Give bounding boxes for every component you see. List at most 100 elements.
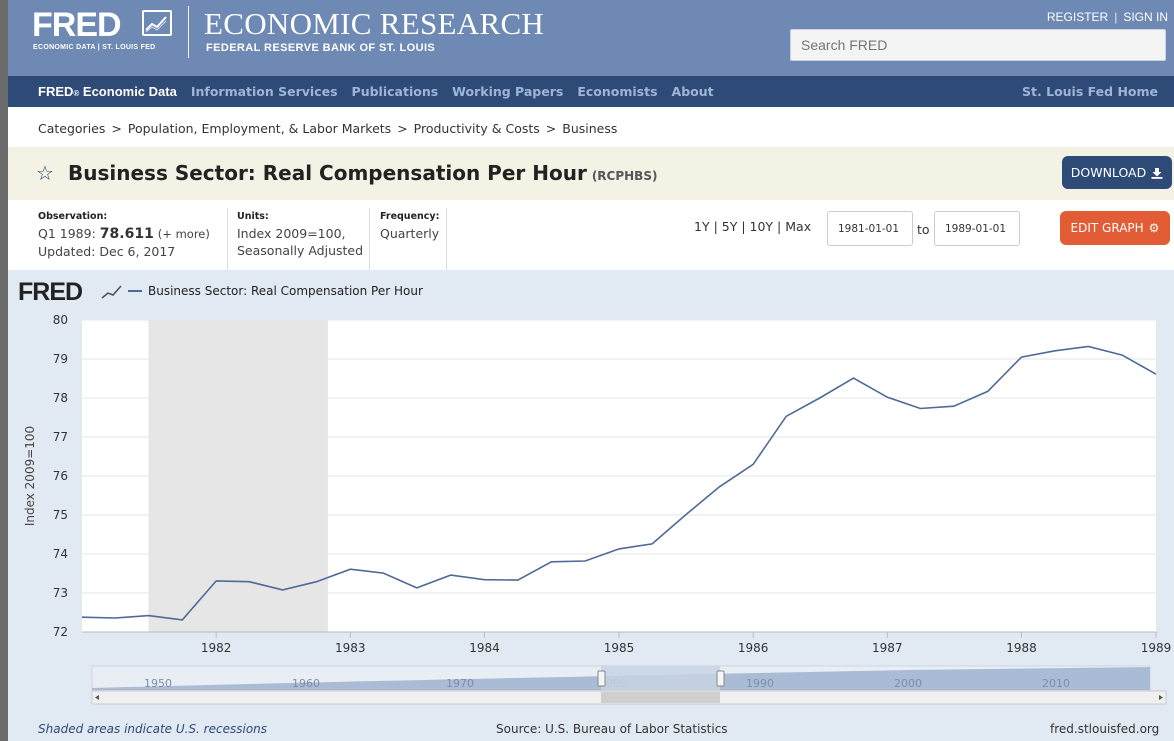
data-point[interactable] [1019, 355, 1023, 359]
data-point[interactable] [281, 588, 285, 592]
x-tick-label: 1984 [469, 641, 500, 655]
breadcrumb: Categories > Population, Employment, & Lab… [8, 107, 1174, 147]
navigator-selection[interactable] [601, 666, 720, 690]
data-point[interactable] [751, 462, 755, 466]
data-point[interactable] [918, 407, 922, 411]
data-point[interactable] [852, 376, 856, 380]
sign-in-link[interactable]: SIGN IN [1123, 10, 1168, 24]
nav-st-louis-fed-home[interactable]: St. Louis Fed Home [1022, 84, 1158, 99]
range-max[interactable]: Max [785, 219, 812, 234]
navigator-scrollbar-thumb[interactable] [601, 692, 720, 703]
data-point[interactable] [549, 560, 553, 564]
data-point[interactable] [986, 389, 990, 393]
x-tick-label: 1983 [335, 641, 366, 655]
data-point[interactable] [1154, 372, 1158, 376]
end-date-input[interactable] [934, 211, 1020, 246]
series-line[interactable] [81, 345, 1157, 621]
y-tick-label: 77 [53, 430, 68, 444]
scroll-left-arrow-icon[interactable] [95, 695, 99, 700]
nav-information-services[interactable]: Information Services [190, 84, 338, 99]
nav-publications[interactable]: Publications [351, 84, 439, 99]
x-tick-label: 1988 [1006, 641, 1037, 655]
data-point[interactable] [952, 404, 956, 408]
data-point[interactable] [247, 580, 251, 584]
data-point[interactable] [381, 571, 385, 575]
start-date-input[interactable] [827, 211, 913, 246]
range-1y[interactable]: 1Y [694, 219, 710, 234]
x-tick-label: 1989 [1141, 641, 1172, 655]
data-point[interactable] [482, 578, 486, 582]
range-5y[interactable]: 5Y [721, 219, 738, 234]
series-title: Business Sector: Real Compensation Per H… [68, 161, 657, 185]
download-icon [1151, 167, 1163, 179]
y-tick-label: 72 [53, 625, 68, 639]
observation-more-link[interactable]: (+ more) [157, 227, 210, 241]
data-point[interactable] [617, 547, 621, 551]
data-point[interactable] [684, 513, 688, 517]
data-point[interactable] [1086, 345, 1090, 349]
x-tick-label: 1985 [604, 641, 635, 655]
navigator-tick-label: 2010 [1042, 677, 1070, 690]
series-title-band: ☆ Business Sector: Real Compensation Per… [8, 147, 1174, 200]
breadcrumb-separator: > [111, 121, 122, 136]
breadcrumb-productivity-costs[interactable]: Productivity & Costs [413, 121, 540, 136]
source-note[interactable]: Source: U.S. Bureau of Labor Statistics [496, 722, 728, 736]
breadcrumb-categories[interactable]: Categories [38, 121, 106, 136]
data-point[interactable] [717, 485, 721, 489]
economic-research-title[interactable]: ECONOMIC RESEARCH [204, 6, 545, 41]
breadcrumb-population-employment[interactable]: Population, Employment, & Labor Markets [127, 121, 392, 136]
data-point[interactable] [80, 615, 84, 619]
units-label: Units: [237, 211, 269, 222]
nav-brand-text: FRED [38, 84, 74, 99]
data-point[interactable] [516, 578, 520, 582]
legend-label: Business Sector: Real Compensation Per H… [148, 284, 423, 298]
data-point[interactable] [415, 586, 419, 590]
navigator-left-handle[interactable] [597, 670, 606, 687]
data-point[interactable] [315, 580, 319, 584]
data-point[interactable] [214, 579, 218, 583]
search-input[interactable] [790, 29, 1166, 61]
data-point[interactable] [113, 616, 117, 620]
data-point[interactable] [348, 567, 352, 571]
data-point[interactable] [1053, 349, 1057, 353]
data-point[interactable] [180, 618, 184, 622]
auth-links: REGISTER | SIGN IN [1047, 10, 1168, 24]
header-divider [188, 6, 189, 58]
nav-economists[interactable]: Economists [577, 84, 658, 99]
download-button[interactable]: DOWNLOAD [1062, 156, 1172, 189]
gear-icon: ⚙ [1148, 221, 1160, 235]
data-point[interactable] [784, 414, 788, 418]
scroll-right-arrow-icon[interactable] [1159, 695, 1163, 700]
observation-block: Observation: Q1 1989: 78.611 (+ more) Up… [38, 208, 228, 270]
nav-fred-economic-data[interactable]: FRED® Economic Data [38, 84, 177, 99]
fred-logo[interactable]: FRED [32, 6, 122, 44]
nav-brand-suffix: Economic Data [79, 84, 177, 99]
data-point[interactable] [147, 614, 151, 618]
auth-separator: | [1114, 10, 1118, 24]
navigator-tick-label: 1960 [292, 677, 320, 690]
units-line-1: Index 2009=100, [237, 226, 346, 241]
range-10y[interactable]: 10Y [749, 219, 774, 234]
nav-about[interactable]: About [671, 84, 714, 99]
site-link[interactable]: fred.stlouisfed.org [1050, 722, 1160, 736]
range-links: 1Y | 5Y | 10Y | Max [694, 219, 812, 234]
observation-label: Observation: [38, 211, 108, 222]
units-block: Units: Index 2009=100, Seasonally Adjust… [237, 208, 370, 270]
data-point[interactable] [885, 395, 889, 399]
data-point[interactable] [818, 396, 822, 400]
data-point[interactable] [583, 559, 587, 563]
edit-graph-button[interactable]: EDIT GRAPH ⚙ [1060, 211, 1170, 245]
data-point[interactable] [1120, 353, 1124, 357]
breadcrumb-business[interactable]: Business [562, 121, 618, 136]
federal-reserve-subtitle: FEDERAL RESERVE BANK OF ST. LOUIS [206, 42, 436, 54]
data-point[interactable] [650, 542, 654, 546]
star-icon[interactable]: ☆ [36, 163, 54, 185]
chart-root: FRED Business Sector: Real Compensation P… [18, 278, 1172, 705]
data-point[interactable] [449, 573, 453, 577]
navigator-right-handle[interactable] [716, 670, 725, 687]
fred-watermark-chart-icon [101, 285, 122, 299]
observation-line: Q1 1989: 78.611 (+ more) [38, 225, 227, 243]
nav-working-papers[interactable]: Working Papers [452, 84, 564, 99]
navigator-tick-label: 1990 [746, 677, 774, 690]
register-link[interactable]: REGISTER [1046, 10, 1109, 24]
